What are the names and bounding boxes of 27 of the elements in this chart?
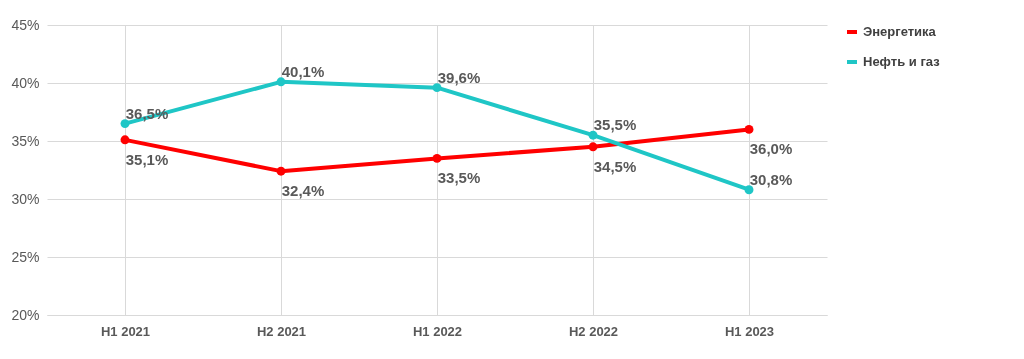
y-tick-label: 30% xyxy=(11,190,40,207)
x-tick-label: H2 2022 xyxy=(568,323,619,339)
data-label: 34,5% xyxy=(593,157,637,175)
data-label: 35,1% xyxy=(125,150,169,168)
point xyxy=(120,135,130,145)
x-tick-label: H2 2021 xyxy=(256,323,307,339)
data-label: 30,8% xyxy=(749,170,793,188)
data-label: 40,1% xyxy=(281,62,325,80)
point xyxy=(588,142,598,152)
data-label: 36,0% xyxy=(749,140,793,158)
data-label: 33,5% xyxy=(437,169,481,187)
legend-label: Нефть и газ xyxy=(863,54,941,69)
point xyxy=(432,153,442,163)
data-label: 35,5% xyxy=(593,116,637,134)
legend-label: Энергетика xyxy=(863,24,937,39)
point xyxy=(744,124,754,134)
y-tick-label: 35% xyxy=(11,132,40,149)
x-tick-label: H1 2022 xyxy=(412,323,463,339)
x-tick-label: H1 2023 xyxy=(724,323,775,339)
data-label: 32,4% xyxy=(281,182,325,200)
point xyxy=(276,166,286,176)
x-tick-label: H1 2021 xyxy=(100,323,151,339)
y-tick-label: 20% xyxy=(11,306,40,323)
y-tick-label: 45% xyxy=(11,16,40,33)
data-label: 39,6% xyxy=(437,68,481,86)
y-tick-label: 40% xyxy=(11,74,40,91)
y-tick-label: 25% xyxy=(11,248,40,265)
